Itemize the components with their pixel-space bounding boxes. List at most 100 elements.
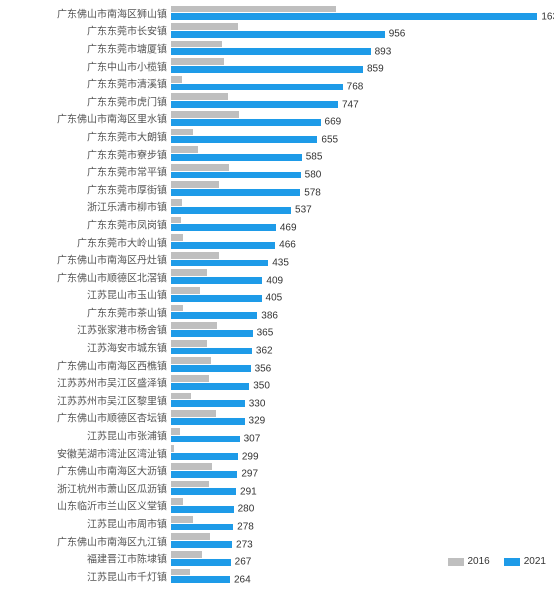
chart-row: 江苏苏州市吴江区黎里镇330 <box>0 391 554 409</box>
bar-group: 1639 <box>171 5 551 21</box>
chart-row: 广东佛山市南海区狮山镇1639 <box>0 4 554 22</box>
bar-2021 <box>171 471 237 478</box>
legend-label: 2021 <box>524 556 546 567</box>
bar-2021 <box>171 101 338 108</box>
chart-row: 山东临沂市兰山区义堂镇280 <box>0 497 554 515</box>
value-label: 280 <box>238 504 255 515</box>
bar-2021 <box>171 400 245 407</box>
category-label: 广东佛山市顺德区杏坛镇 <box>57 410 167 425</box>
bar-2016 <box>171 445 174 452</box>
legend: 20162021 <box>448 556 547 567</box>
bar-2016 <box>171 393 191 400</box>
bar-2021 <box>171 154 302 161</box>
legend-swatch <box>504 558 520 566</box>
bar-2021 <box>171 312 257 319</box>
chart-row: 江苏张家港市杨舍镇365 <box>0 321 554 339</box>
bar-2021 <box>171 31 385 38</box>
value-label: 578 <box>304 187 321 198</box>
bar-2021 <box>171 84 343 91</box>
bar-2021 <box>171 66 363 73</box>
category-label: 安徽芜湖市湾沚区湾沚镇 <box>57 445 167 460</box>
value-label: 585 <box>306 152 323 163</box>
category-label: 江苏昆山市千灯镇 <box>87 568 167 583</box>
value-label: 405 <box>266 293 283 304</box>
category-label: 浙江杭州市萧山区瓜沥镇 <box>57 480 167 495</box>
chart-row: 广东佛山市南海区九江镇273 <box>0 532 554 550</box>
legend-item: 2021 <box>504 556 546 567</box>
bar-2021 <box>171 436 240 443</box>
bar-group: 280 <box>171 498 551 514</box>
bar-group: 362 <box>171 339 551 355</box>
bar-group: 365 <box>171 322 551 338</box>
bar-2016 <box>171 146 198 153</box>
value-label: 956 <box>389 29 406 40</box>
category-label: 广东东莞市虎门镇 <box>87 93 167 108</box>
bar-group: 956 <box>171 23 551 39</box>
bar-2021 <box>171 48 371 55</box>
bar-group: 299 <box>171 445 551 461</box>
bar-2021 <box>171 277 262 284</box>
value-label: 409 <box>266 275 283 286</box>
chart-rows: 广东佛山市南海区狮山镇1639广东东莞市长安镇956广东东莞市塘厦镇893广东中… <box>0 4 554 585</box>
bar-2021 <box>171 119 321 126</box>
category-label: 广东东莞市凤岗镇 <box>87 216 167 231</box>
bar-2016 <box>171 287 200 294</box>
bar-group: 350 <box>171 374 551 390</box>
chart-row: 江苏昆山市张浦镇 307 <box>0 426 554 444</box>
chart-row: 广东东莞市常平镇580 <box>0 162 554 180</box>
category-label: 广东东莞市清溪镇 <box>87 76 167 91</box>
chart-row: 广东东莞市大岭山镇466 <box>0 233 554 251</box>
bar-group: 405 <box>171 287 551 303</box>
bar-2016 <box>171 252 219 259</box>
value-label: 291 <box>240 486 257 497</box>
bar-2016 <box>171 129 193 136</box>
category-label: 广东东莞市大岭山镇 <box>77 234 167 249</box>
bar-group: 469 <box>171 216 551 232</box>
chart-row: 广东东莞市寮步镇585 <box>0 145 554 163</box>
bar-group: 537 <box>171 199 551 215</box>
chart-row: 江苏苏州市吴江区盛泽镇 350 <box>0 373 554 391</box>
bar-2021 <box>171 488 236 495</box>
bar-2021 <box>171 383 249 390</box>
chart-row: 广东东莞市虎门镇747 <box>0 92 554 110</box>
bar-group: 278 <box>171 515 551 531</box>
category-label: 广东佛山市南海区西樵镇 <box>57 357 167 372</box>
bar-2016 <box>171 463 212 470</box>
bar-2021 <box>171 541 232 548</box>
bar-2016 <box>171 199 182 206</box>
bar-2016 <box>171 569 190 576</box>
category-label: 广东中山市小榄镇 <box>87 58 167 73</box>
bar-group: 386 <box>171 304 551 320</box>
bar-2016 <box>171 217 181 224</box>
value-label: 859 <box>367 64 384 75</box>
value-label: 278 <box>237 521 254 532</box>
category-label: 江苏苏州市吴江区盛泽镇 <box>57 375 167 390</box>
category-label: 广东东莞市大朗镇 <box>87 128 167 143</box>
bar-2016 <box>171 322 217 329</box>
value-label: 350 <box>253 381 270 392</box>
category-label: 广东东莞市厚街镇 <box>87 181 167 196</box>
value-label: 669 <box>325 117 342 128</box>
category-label: 江苏昆山市张浦镇 <box>87 428 167 443</box>
bar-group: 307 <box>171 427 551 443</box>
bar-group: 273 <box>171 533 551 549</box>
chart-row: 广东东莞市厚街镇 578 <box>0 180 554 198</box>
bar-group: 585 <box>171 146 551 162</box>
value-label: 655 <box>321 134 338 145</box>
bar-2021 <box>171 224 276 231</box>
value-label: 469 <box>280 222 297 233</box>
bar-2021 <box>171 348 252 355</box>
bar-2016 <box>171 76 182 83</box>
value-label: 329 <box>249 416 266 427</box>
bar-group: 291 <box>171 480 551 496</box>
bar-group: 264 <box>171 568 551 584</box>
bar-2016 <box>171 41 222 48</box>
category-label: 广东佛山市南海区丹灶镇 <box>57 252 167 267</box>
category-label: 江苏苏州市吴江区黎里镇 <box>57 392 167 407</box>
bar-2016 <box>171 375 209 382</box>
bar-2021 <box>171 453 238 460</box>
value-label: 1639 <box>541 11 554 22</box>
chart-row: 广东佛山市顺德区北滘镇409 <box>0 268 554 286</box>
bar-2021 <box>171 207 291 214</box>
bar-2016 <box>171 234 183 241</box>
